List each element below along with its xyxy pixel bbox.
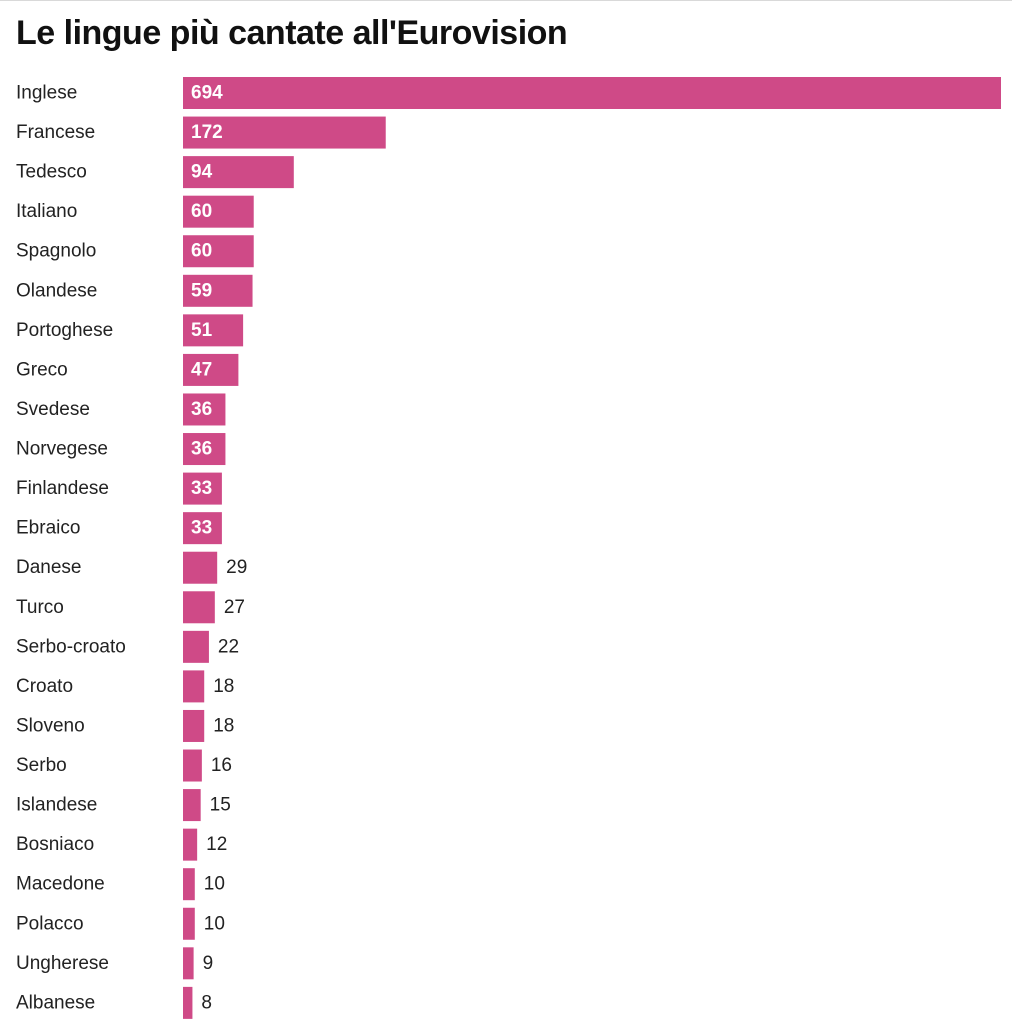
bar (183, 274, 253, 307)
category-label: Inglese (16, 83, 77, 104)
bar (183, 591, 215, 624)
value-label: 18 (213, 715, 234, 736)
category-label: Greco (16, 359, 68, 380)
value-label: 22 (218, 636, 239, 657)
value-label: 60 (191, 241, 212, 262)
category-label: Ungherese (16, 953, 109, 974)
value-label: 33 (191, 518, 212, 539)
bar (183, 393, 226, 426)
bar (183, 353, 239, 386)
bar (183, 116, 386, 149)
value-label: 47 (191, 359, 212, 380)
category-label: Sloveno (16, 715, 85, 736)
value-label: 8 (201, 992, 212, 1013)
bar (183, 749, 202, 782)
category-label: Norvegese (16, 439, 108, 460)
bar (183, 472, 222, 505)
category-label: Danese (16, 557, 82, 578)
bar (183, 314, 244, 347)
bar (183, 828, 198, 861)
value-label: 59 (191, 280, 212, 301)
value-label: 18 (213, 676, 234, 697)
value-label: 36 (191, 399, 212, 420)
bar (183, 551, 218, 584)
value-label: 36 (191, 439, 212, 460)
value-label: 29 (226, 557, 247, 578)
value-label: 33 (191, 478, 212, 499)
value-label: 9 (203, 953, 214, 974)
category-label: Spagnolo (16, 241, 96, 262)
category-label: Italiano (16, 201, 77, 222)
category-label: Francese (16, 122, 95, 143)
chart-title: Le lingue più cantate all'Eurovision (16, 14, 568, 52)
bar (183, 947, 194, 980)
value-label: 10 (204, 913, 225, 934)
value-label: 60 (191, 201, 212, 222)
value-label: 12 (206, 834, 227, 855)
value-label: 51 (191, 320, 213, 341)
bar (183, 868, 195, 901)
category-label: Portoghese (16, 320, 113, 341)
value-label: 16 (211, 755, 232, 776)
value-label: 10 (204, 874, 225, 895)
value-label: 94 (191, 162, 213, 183)
bar (183, 512, 222, 545)
category-label: Finlandese (16, 478, 109, 499)
top-divider (0, 0, 1012, 1)
category-label: Bosniaco (16, 834, 94, 855)
category-label: Turco (16, 597, 64, 618)
value-label: 15 (210, 795, 231, 816)
category-label: Ebraico (16, 518, 80, 539)
bar (183, 789, 201, 822)
bar (183, 195, 254, 228)
category-label: Olandese (16, 280, 97, 301)
bar (183, 986, 193, 1019)
bar (183, 433, 226, 466)
category-label: Svedese (16, 399, 90, 420)
category-label: Islandese (16, 795, 97, 816)
bar (183, 709, 205, 742)
bar (183, 235, 254, 268)
bar (183, 77, 1001, 109)
bar (183, 670, 205, 703)
category-label: Croato (16, 676, 73, 697)
value-label: 27 (224, 597, 245, 618)
category-label: Serbo (16, 755, 67, 776)
category-label: Albanese (16, 992, 95, 1013)
bar (183, 156, 294, 189)
category-label: Serbo-croato (16, 636, 126, 657)
value-label: 694 (191, 83, 223, 104)
value-label: 172 (191, 122, 223, 143)
bar (183, 907, 195, 940)
bar (183, 630, 209, 663)
category-label: Tedesco (16, 162, 87, 183)
category-label: Macedone (16, 874, 105, 895)
category-label: Polacco (16, 913, 84, 934)
